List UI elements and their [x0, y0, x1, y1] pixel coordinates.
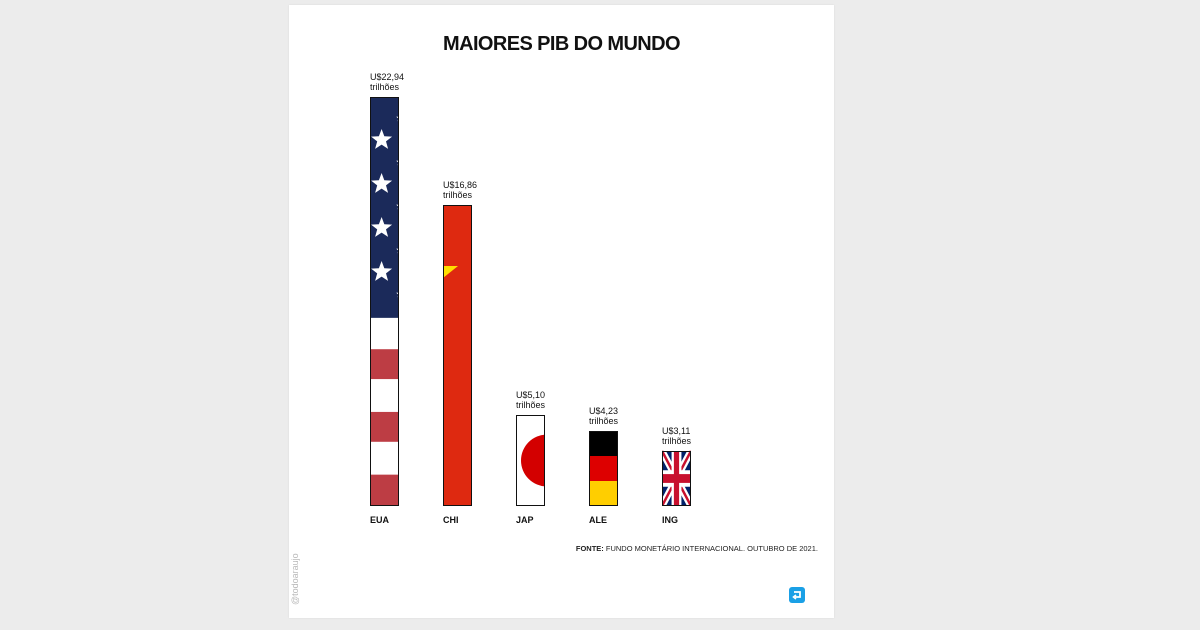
source-text: FUNDO MONETÁRIO INTERNACIONAL. OUTUBRO D…	[605, 544, 818, 553]
flag-stripe-red	[370, 476, 399, 506]
author-credit: @todoaraujo	[290, 553, 300, 605]
value-unit-label: trilhões	[443, 190, 473, 200]
bar-outline	[516, 415, 545, 506]
chart-title: MAIORES PIB DO MUNDO	[443, 33, 681, 55]
bar-jap	[516, 415, 545, 506]
category-label: EUA	[370, 515, 390, 525]
value-unit-label: trilhões	[589, 416, 619, 426]
flag-band-red	[589, 456, 618, 481]
star-icon	[371, 129, 393, 149]
flag-canton	[370, 97, 399, 318]
flag-stripe-red	[370, 349, 399, 380]
return-arrow-icon	[789, 587, 805, 603]
bar-outline	[662, 451, 691, 506]
value-unit-label: trilhões	[662, 436, 692, 446]
category-label: ALE	[589, 515, 607, 525]
value-unit-label: trilhões	[516, 400, 546, 410]
source-note: FONTE: FUNDO MONETÁRIO INTERNACIONAL. OU…	[576, 544, 818, 553]
bar-outline	[370, 97, 399, 506]
star-icon	[443, 266, 458, 278]
bar-ale	[589, 431, 618, 506]
flag-band-black	[589, 431, 618, 456]
labels-layer: U$22,94trilhõesEUAU$16,86trilhõesCHIU$5,…	[370, 72, 692, 525]
bar-outline	[589, 431, 618, 506]
bars-layer	[370, 97, 691, 506]
value-label: U$16,86	[443, 180, 477, 190]
star-icon	[371, 217, 393, 237]
bar-ing	[662, 449, 691, 506]
flag-cross-red	[673, 451, 680, 506]
bar-outline	[443, 205, 472, 506]
value-unit-label: trilhões	[370, 82, 400, 92]
value-label: U$3,11	[662, 426, 690, 436]
value-label: U$5,10	[516, 390, 545, 400]
flag-sun	[521, 434, 545, 487]
flag-band-gold	[589, 481, 618, 506]
category-label: CHI	[443, 515, 459, 525]
flag-stripe-red	[370, 411, 399, 442]
bar-chart: U$22,94trilhõesEUAU$16,86trilhõesCHIU$5,…	[370, 72, 692, 525]
bar-eua	[370, 97, 399, 506]
star-icon	[371, 173, 393, 193]
value-label: U$22,94	[370, 72, 404, 82]
chart-card: MAIORES PIB DO MUNDO U$22,94 trilhões EUA U…	[289, 5, 834, 618]
source-label: FONTE:	[575, 544, 604, 553]
value-label: U$4,23	[589, 406, 618, 416]
bar-chi	[443, 205, 472, 506]
category-label: ING	[662, 515, 678, 525]
category-label: JAP	[516, 515, 534, 525]
star-icon	[371, 261, 393, 281]
flag-field	[443, 205, 472, 506]
